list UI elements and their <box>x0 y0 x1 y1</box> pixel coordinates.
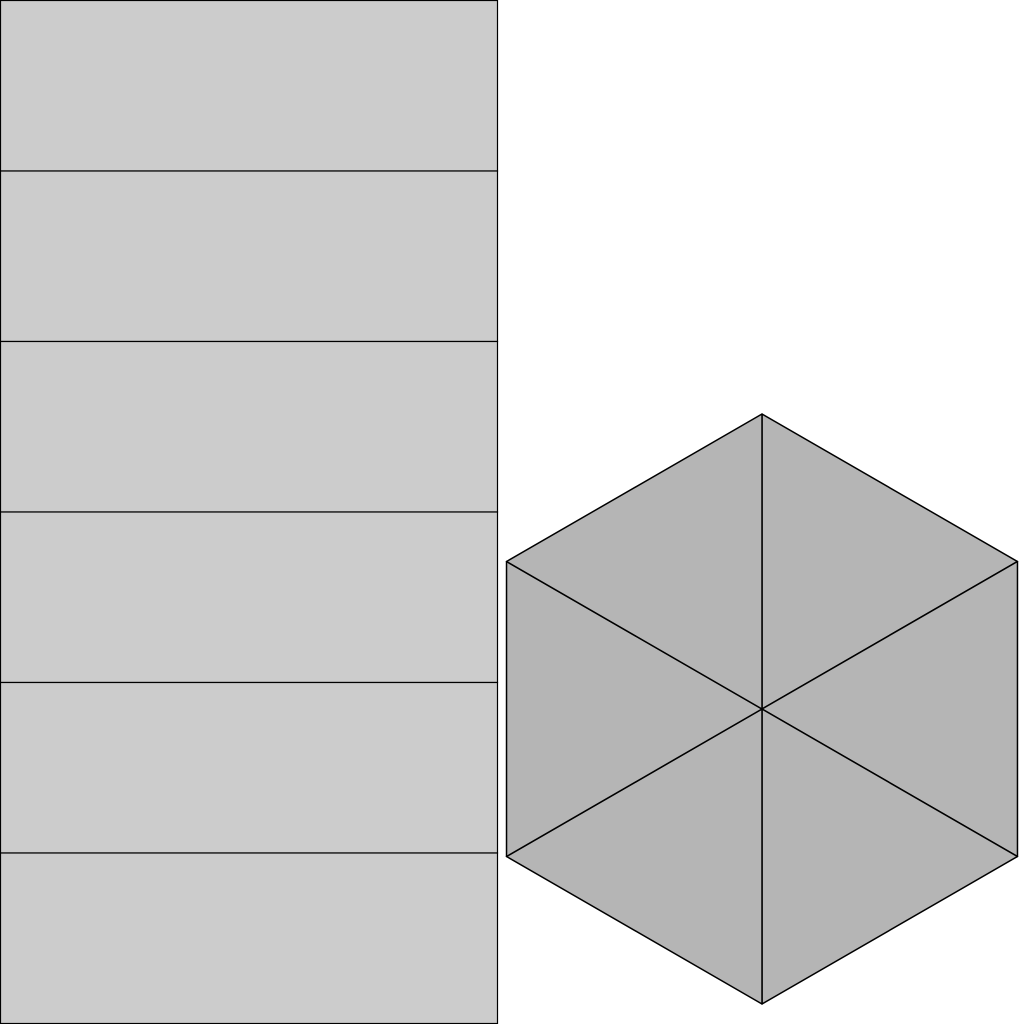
rectangle-stack <box>0 0 499 1024</box>
stack-rectangle-5 <box>0 681 499 854</box>
hexagon-triangle-6 <box>505 413 763 710</box>
stack-rectangle-2 <box>0 170 499 343</box>
stack-rectangle-4 <box>0 511 499 684</box>
stack-rectangle-1 <box>0 0 499 172</box>
stack-rectangle-6 <box>0 852 499 1024</box>
hexagon-figure <box>505 413 1019 1005</box>
stack-rectangle-3 <box>0 340 499 513</box>
